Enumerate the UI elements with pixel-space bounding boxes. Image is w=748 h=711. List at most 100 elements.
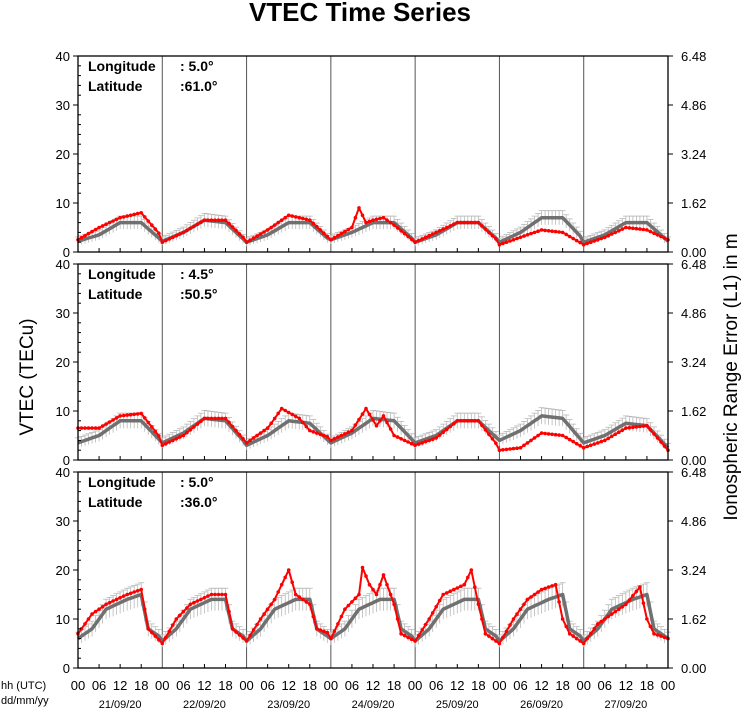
red-point [132,412,136,417]
red-point [237,432,242,437]
red-point [150,223,154,227]
red-point [304,424,309,429]
red-point [195,599,200,603]
red-point [181,609,186,614]
red-point [560,617,565,621]
red-point [490,636,495,641]
red-point [223,592,228,597]
red-point [265,426,270,430]
red-point [515,236,519,241]
red-point [550,229,554,233]
red-point [388,592,393,597]
latitude-label: Latitude [88,494,143,510]
red-point [416,238,421,243]
red-point [104,222,108,226]
red-point [529,438,533,443]
red-point [532,230,537,235]
red-point [557,230,561,234]
red-point [553,582,558,587]
red-point [304,217,309,222]
red-point [318,432,323,437]
hour-tick-label: 06 [176,678,190,693]
red-point [504,240,509,244]
red-point [662,635,667,640]
red-point [423,235,428,240]
red-point [430,611,435,615]
red-point [118,596,122,600]
red-point [641,227,646,232]
red-point [645,423,649,428]
red-point [153,227,158,231]
red-point [610,612,614,616]
red-point [322,433,326,438]
red-point [283,575,288,580]
red-point [202,416,207,421]
right-tick-label: 1.62 [681,196,706,211]
red-point [304,600,309,604]
red-point [655,436,660,440]
red-point [241,636,245,640]
hour-tick-label: 18 [303,678,317,693]
right-axis-label: Ionospheric Range Error (L1) in m [721,233,742,520]
red-point [508,239,512,243]
red-point [522,443,526,448]
red-point [290,580,295,585]
red-point [518,446,523,450]
red-point [139,211,143,215]
right-tick-label: 1.62 [681,404,706,419]
date-label: 24/09/20 [352,699,395,711]
right-tick-label: 6.48 [681,257,706,272]
red-point [248,238,252,242]
red-point [564,624,568,629]
longitude-label: Longitude [88,474,156,490]
red-point [423,439,428,444]
red-point [648,428,653,432]
red-point [631,593,635,598]
red-point [146,420,150,425]
red-point [164,635,168,640]
red-point [336,622,340,626]
red-point [272,416,277,421]
red-point [374,592,379,597]
red-point [627,598,632,602]
red-point [167,629,172,634]
red-point [501,241,505,246]
red-point [434,436,439,440]
red-point [525,441,530,445]
red-point [645,617,649,621]
red-point [659,234,663,239]
red-point [241,437,245,441]
red-point [459,584,463,589]
red-point [592,239,597,243]
red-point [511,446,516,451]
red-point [469,220,474,225]
red-point [518,235,523,240]
red-point [473,220,477,225]
red-point [511,238,516,242]
red-point [487,230,491,235]
panel-frame [77,263,669,461]
red-point [497,242,502,247]
red-point [269,225,274,230]
red-point [645,228,649,232]
red-point [596,238,600,242]
left-tick-label: 0 [63,245,70,260]
red-point [374,423,379,428]
red-point [339,231,344,236]
red-point [399,631,403,636]
red-point [318,628,323,632]
red-point [135,412,140,416]
red-point [322,629,326,634]
red-point [79,426,84,430]
red-point [202,596,207,600]
red-point [483,631,488,636]
red-point [90,229,94,234]
red-point [627,425,632,430]
red-point [480,224,484,228]
red-point [571,236,575,241]
red-point [487,634,491,638]
red-point [406,234,410,239]
red-point [588,631,593,636]
red-point [104,422,108,426]
